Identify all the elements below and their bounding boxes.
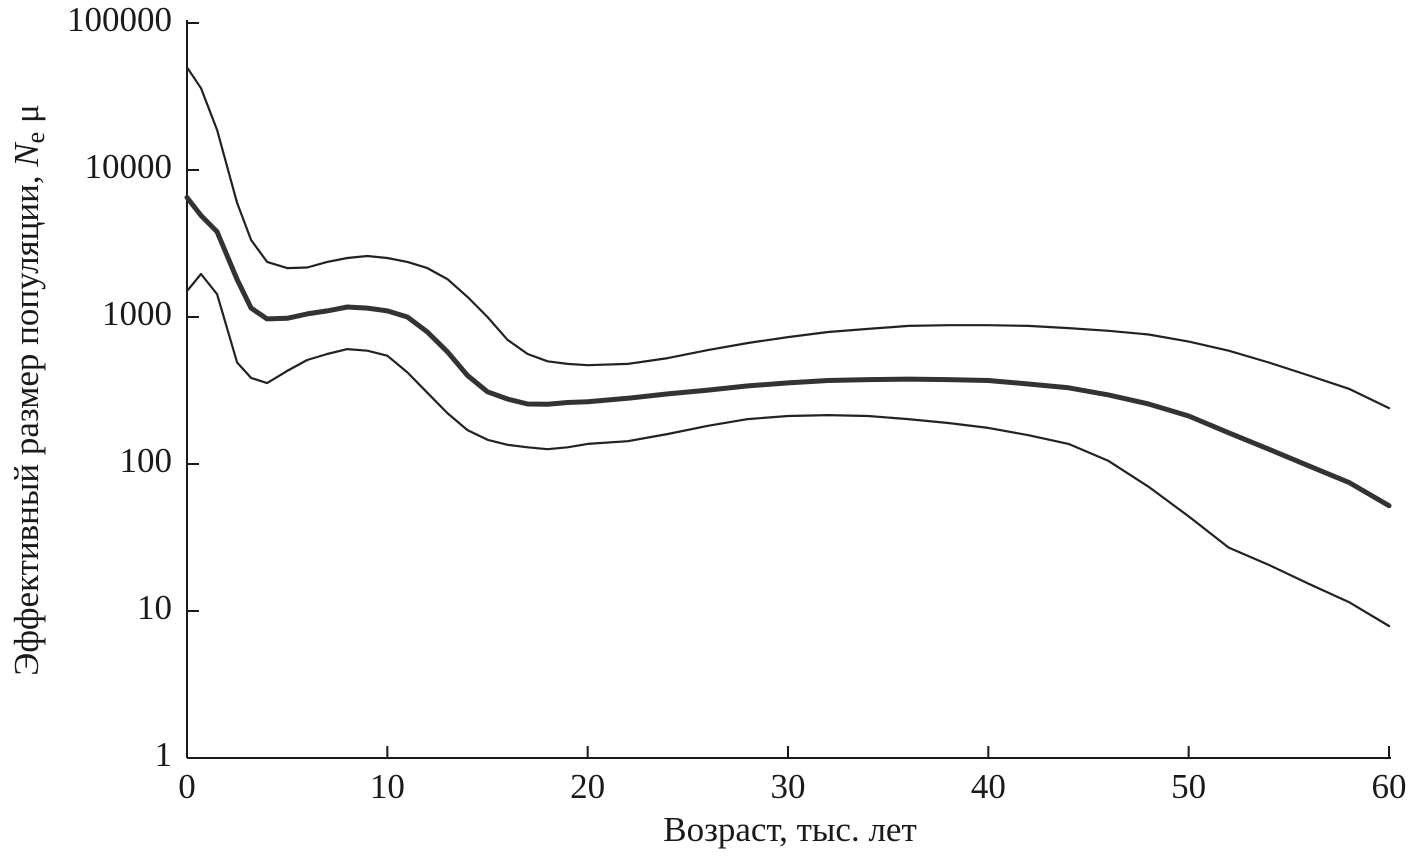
- y-axis-label-text: Эффективный размер популяции,: [7, 167, 46, 676]
- x-tick-label: 20: [570, 767, 605, 806]
- x-tick-label: 0: [178, 767, 196, 806]
- y-tick-label: 10000: [85, 147, 173, 186]
- x-tick-label: 40: [971, 767, 1006, 806]
- y-axis-label: Эффективный размер популяции, Ne μ: [7, 104, 50, 676]
- y-axis-label-symbol: N: [7, 142, 46, 168]
- y-axis-label-suffix: μ: [7, 104, 46, 132]
- y-tick-label: 100: [120, 441, 173, 480]
- series-line: [185, 272, 1391, 628]
- x-axis-label: Возраст, тыс. лет: [663, 810, 917, 849]
- x-tick-label: 30: [771, 767, 806, 806]
- y-tick-label: 1000: [102, 294, 172, 333]
- x-tick-label: 60: [1372, 767, 1407, 806]
- y-tick-label: 1: [155, 735, 173, 774]
- x-tick-label: 50: [1171, 767, 1206, 806]
- series-line: [185, 66, 1391, 410]
- y-tick-label: 10: [137, 588, 172, 627]
- series-line: [184, 195, 1392, 509]
- y-axis-label-subscript: e: [21, 132, 50, 144]
- y-tick-label: 100000: [67, 0, 172, 39]
- x-tick-label: 10: [370, 767, 405, 806]
